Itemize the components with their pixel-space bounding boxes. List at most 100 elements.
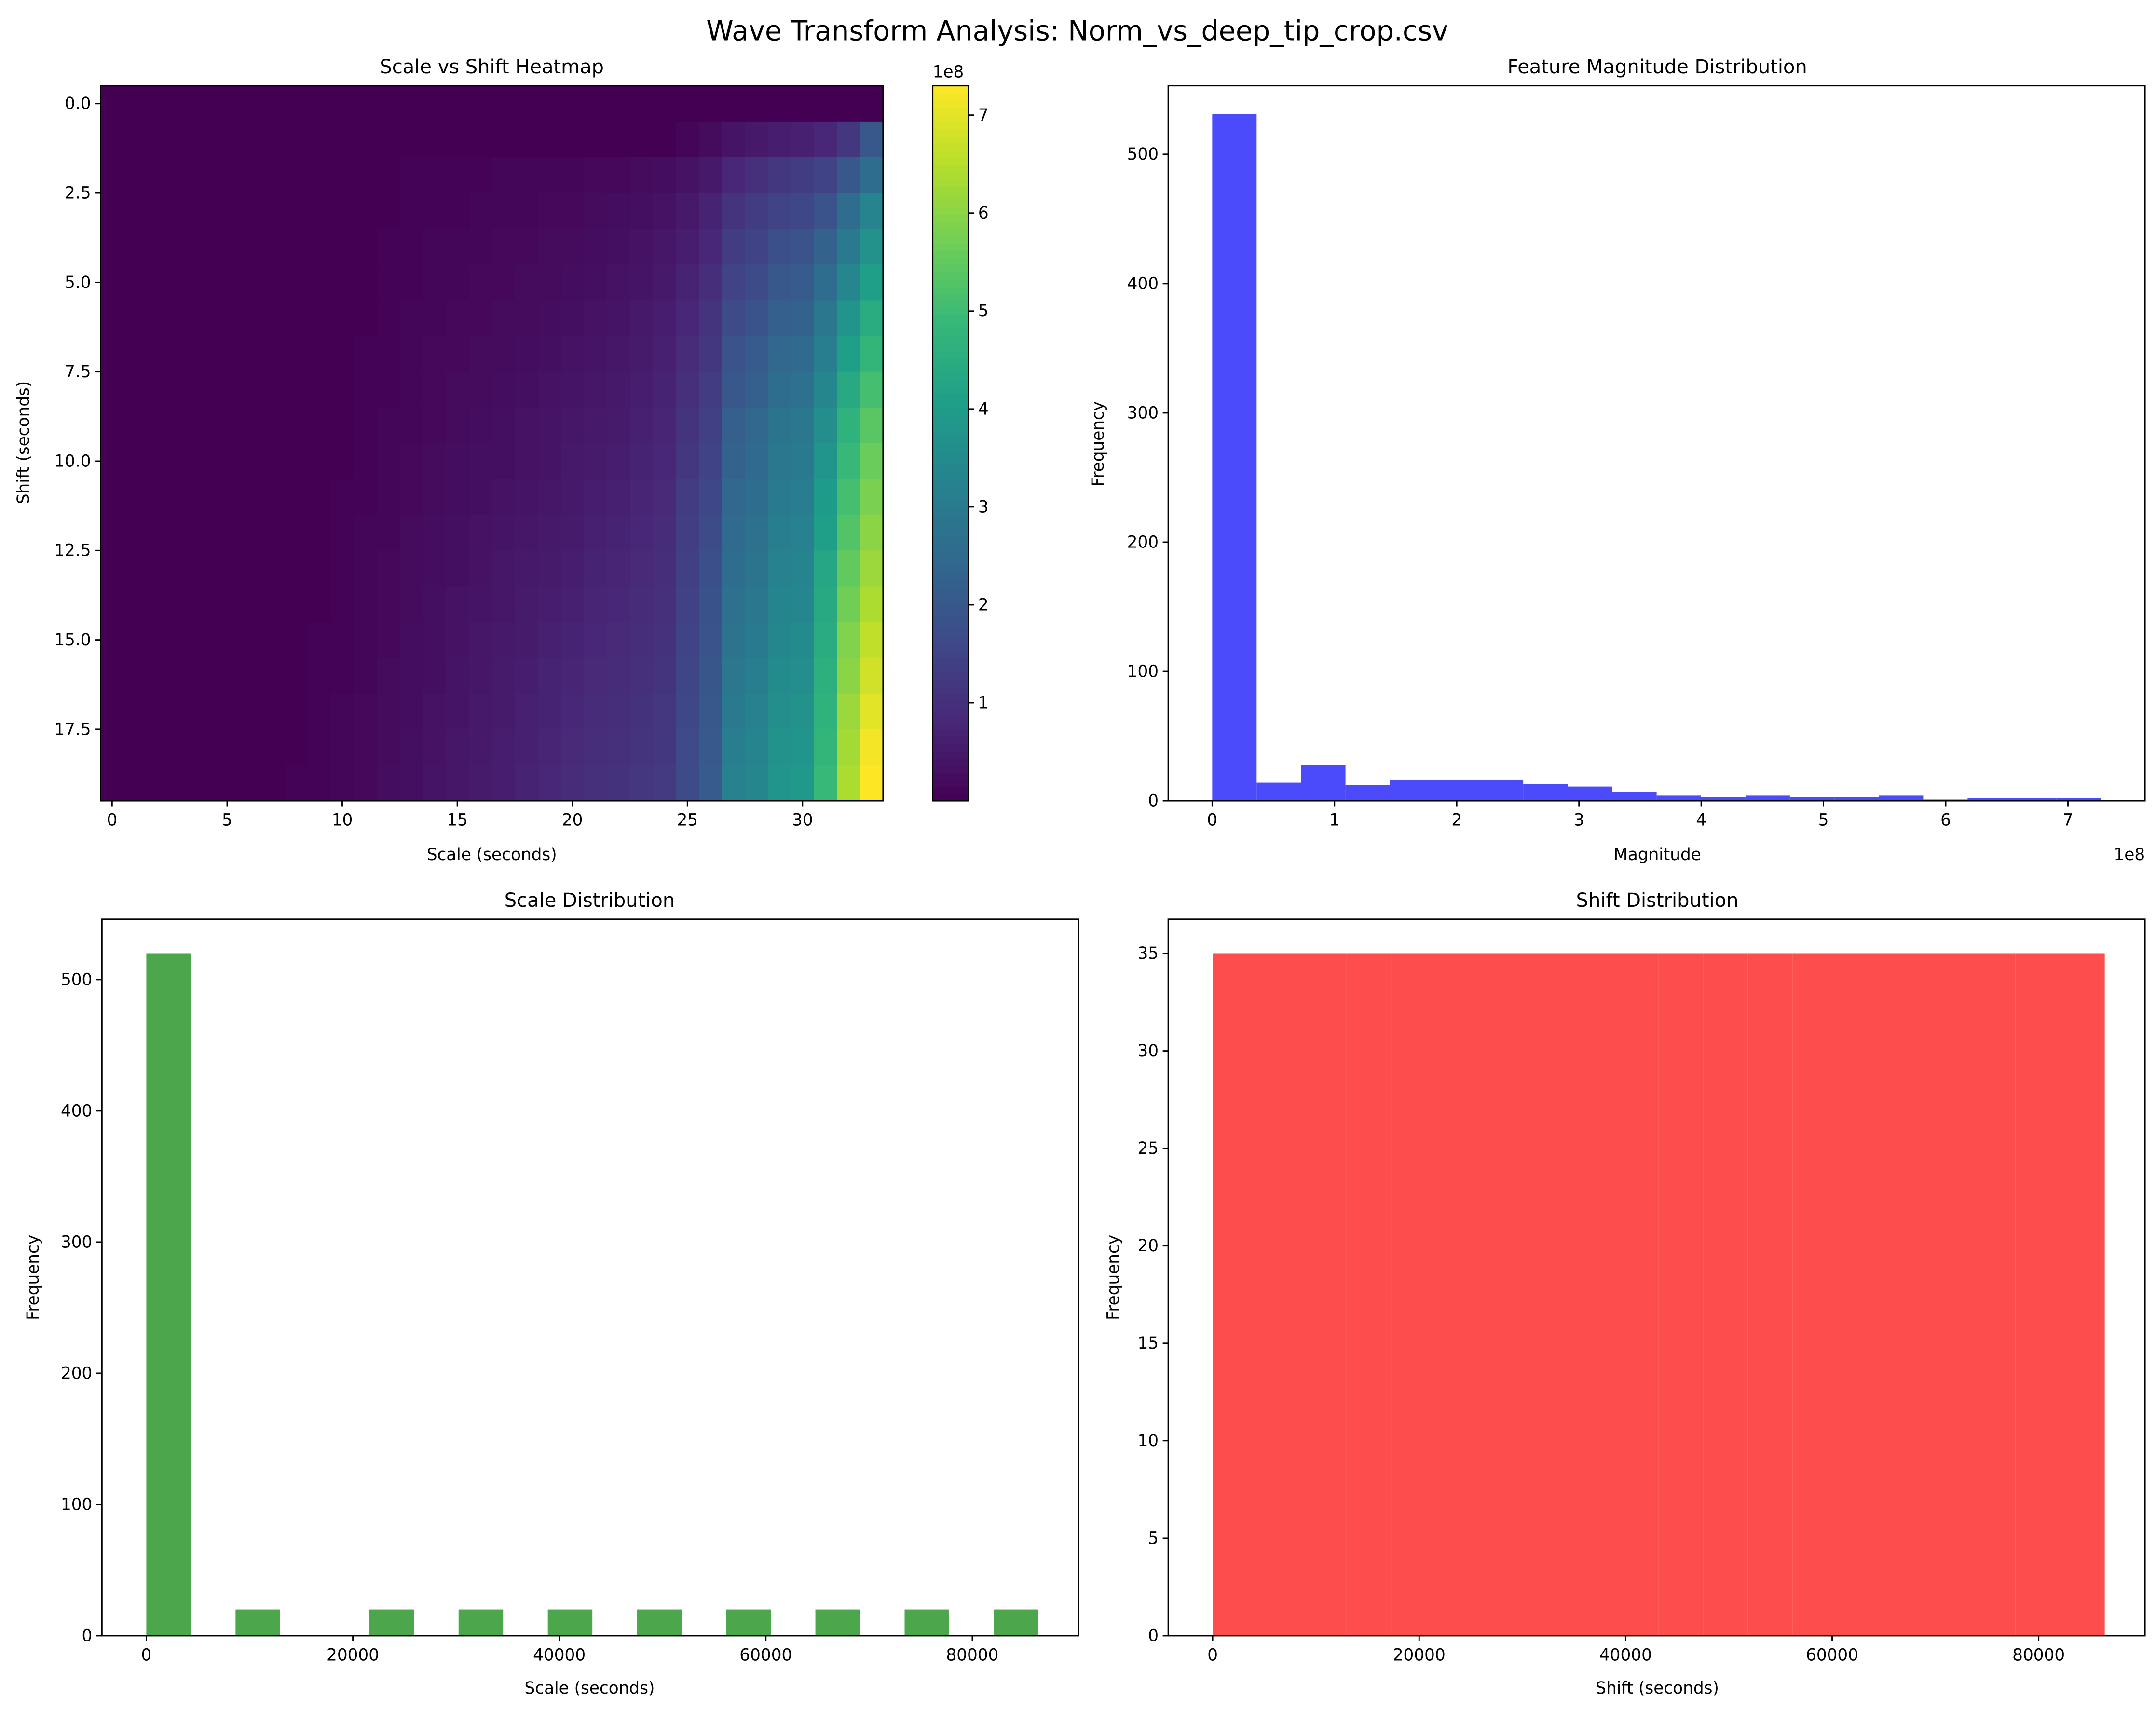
heatmap-cell xyxy=(607,121,631,158)
colorbar-segment xyxy=(932,264,969,273)
heatmap-cell xyxy=(722,586,746,623)
heatmap-cell xyxy=(722,515,746,551)
heatmap-cell xyxy=(238,479,262,516)
heatmap-cell xyxy=(307,85,331,122)
magnitude-bar xyxy=(1256,782,1301,801)
shift-bar xyxy=(1435,953,1480,1636)
heatmap-cell xyxy=(791,515,815,551)
heatmap-cell xyxy=(560,300,585,337)
scale-bar xyxy=(547,1609,593,1636)
heatmap-cell xyxy=(676,264,700,301)
heatmap-cell xyxy=(261,586,286,623)
colorbar-tick-label: 4 xyxy=(978,399,989,419)
heatmap-cell xyxy=(146,85,170,122)
scale-y-tick-label: 400 xyxy=(61,1101,92,1121)
heatmap-cell xyxy=(491,622,516,658)
shift-y-tick-label: 35 xyxy=(1137,944,1159,963)
heatmap-cell xyxy=(192,550,217,587)
heatmap-cell xyxy=(629,300,654,337)
heatmap-cell xyxy=(216,371,239,408)
heatmap-cell xyxy=(399,729,423,766)
heatmap-cell xyxy=(699,657,723,694)
heatmap-cell xyxy=(653,657,677,694)
colorbar-segment xyxy=(932,136,969,144)
heatmap-cell xyxy=(745,443,769,480)
heatmap-cell xyxy=(768,336,792,372)
heatmap-cell xyxy=(584,515,608,551)
heatmap-cell xyxy=(216,479,239,516)
heatmap-cell xyxy=(123,121,148,158)
heatmap-cell xyxy=(745,300,769,337)
heatmap-cell xyxy=(768,479,792,516)
scale-y-tick-label: 500 xyxy=(61,970,92,989)
heatmap-cell xyxy=(354,693,378,730)
colorbar-segment xyxy=(932,650,969,659)
heatmap-cell xyxy=(169,657,193,694)
heatmap-cell xyxy=(699,443,723,480)
heatmap-cell xyxy=(538,300,561,337)
heatmap-cell xyxy=(837,229,861,265)
heatmap-cell xyxy=(560,729,585,766)
colorbar-segment xyxy=(932,157,969,165)
colorbar-segment xyxy=(932,250,969,258)
colorbar-segment xyxy=(932,178,969,187)
colorbar-segment xyxy=(932,229,969,237)
heatmap-cell xyxy=(100,729,124,766)
heatmap-cell xyxy=(399,193,423,230)
heatmap-cell xyxy=(560,443,585,480)
heatmap-cell xyxy=(515,443,539,480)
heatmap-cell xyxy=(676,229,700,265)
heatmap-cell xyxy=(722,407,746,444)
heatmap-cell xyxy=(285,729,309,766)
heatmap-cell xyxy=(169,121,193,158)
heatmap-cell xyxy=(354,729,378,766)
heatmap-cell xyxy=(446,479,470,516)
heatmap-cell xyxy=(468,407,492,444)
heatmap-cell xyxy=(123,407,148,444)
heatmap-cell xyxy=(814,229,838,265)
heatmap-cell xyxy=(722,729,746,766)
heatmap-cell xyxy=(261,693,286,730)
heatmap-cell xyxy=(261,479,286,516)
heatmap-cell xyxy=(285,371,309,408)
colorbar-segment xyxy=(932,700,969,709)
magnitude-x-tick-label: 4 xyxy=(1696,811,1706,830)
heatmap-cell xyxy=(330,85,355,122)
heatmap-cell xyxy=(468,157,492,194)
colorbar-segment xyxy=(932,751,969,759)
heatmap-cell xyxy=(560,264,585,301)
magnitude-y-tick-label: 500 xyxy=(1127,145,1159,164)
heatmap-cell xyxy=(837,657,861,694)
heatmap-cells xyxy=(100,85,884,802)
heatmap-cell xyxy=(399,229,423,265)
heatmap-cell xyxy=(560,157,585,194)
colorbar-segment xyxy=(932,171,969,179)
magnitude-bar xyxy=(1345,785,1390,801)
heatmap-cell xyxy=(791,586,815,623)
heatmap-cell xyxy=(837,586,861,623)
heatmap-cell xyxy=(468,765,492,802)
shift-y-tick-label: 15 xyxy=(1137,1334,1159,1353)
heatmap-cell xyxy=(216,729,239,766)
heatmap-cell xyxy=(377,193,400,230)
shift-bar xyxy=(1658,953,1704,1636)
heatmap-cell xyxy=(538,729,561,766)
heatmap-cell xyxy=(584,336,608,372)
heatmap-cell xyxy=(745,765,769,802)
heatmap-cell xyxy=(446,85,470,122)
heatmap-cell xyxy=(722,550,746,587)
shift-bar xyxy=(1257,953,1302,1636)
heatmap-cell xyxy=(607,407,631,444)
colorbar-segment xyxy=(932,765,969,773)
colorbar-segment xyxy=(932,521,969,530)
heatmap-cell xyxy=(860,765,884,802)
heatmap-cell xyxy=(468,121,492,158)
heatmap-cell xyxy=(216,300,239,337)
heatmap-cell xyxy=(468,336,492,372)
heatmap-cell xyxy=(676,300,700,337)
heatmap-cell xyxy=(791,443,815,480)
colorbar-segment xyxy=(932,507,969,516)
heatmap-cell xyxy=(146,515,170,551)
heatmap-cell xyxy=(653,729,677,766)
heatmap-cell xyxy=(399,550,423,587)
